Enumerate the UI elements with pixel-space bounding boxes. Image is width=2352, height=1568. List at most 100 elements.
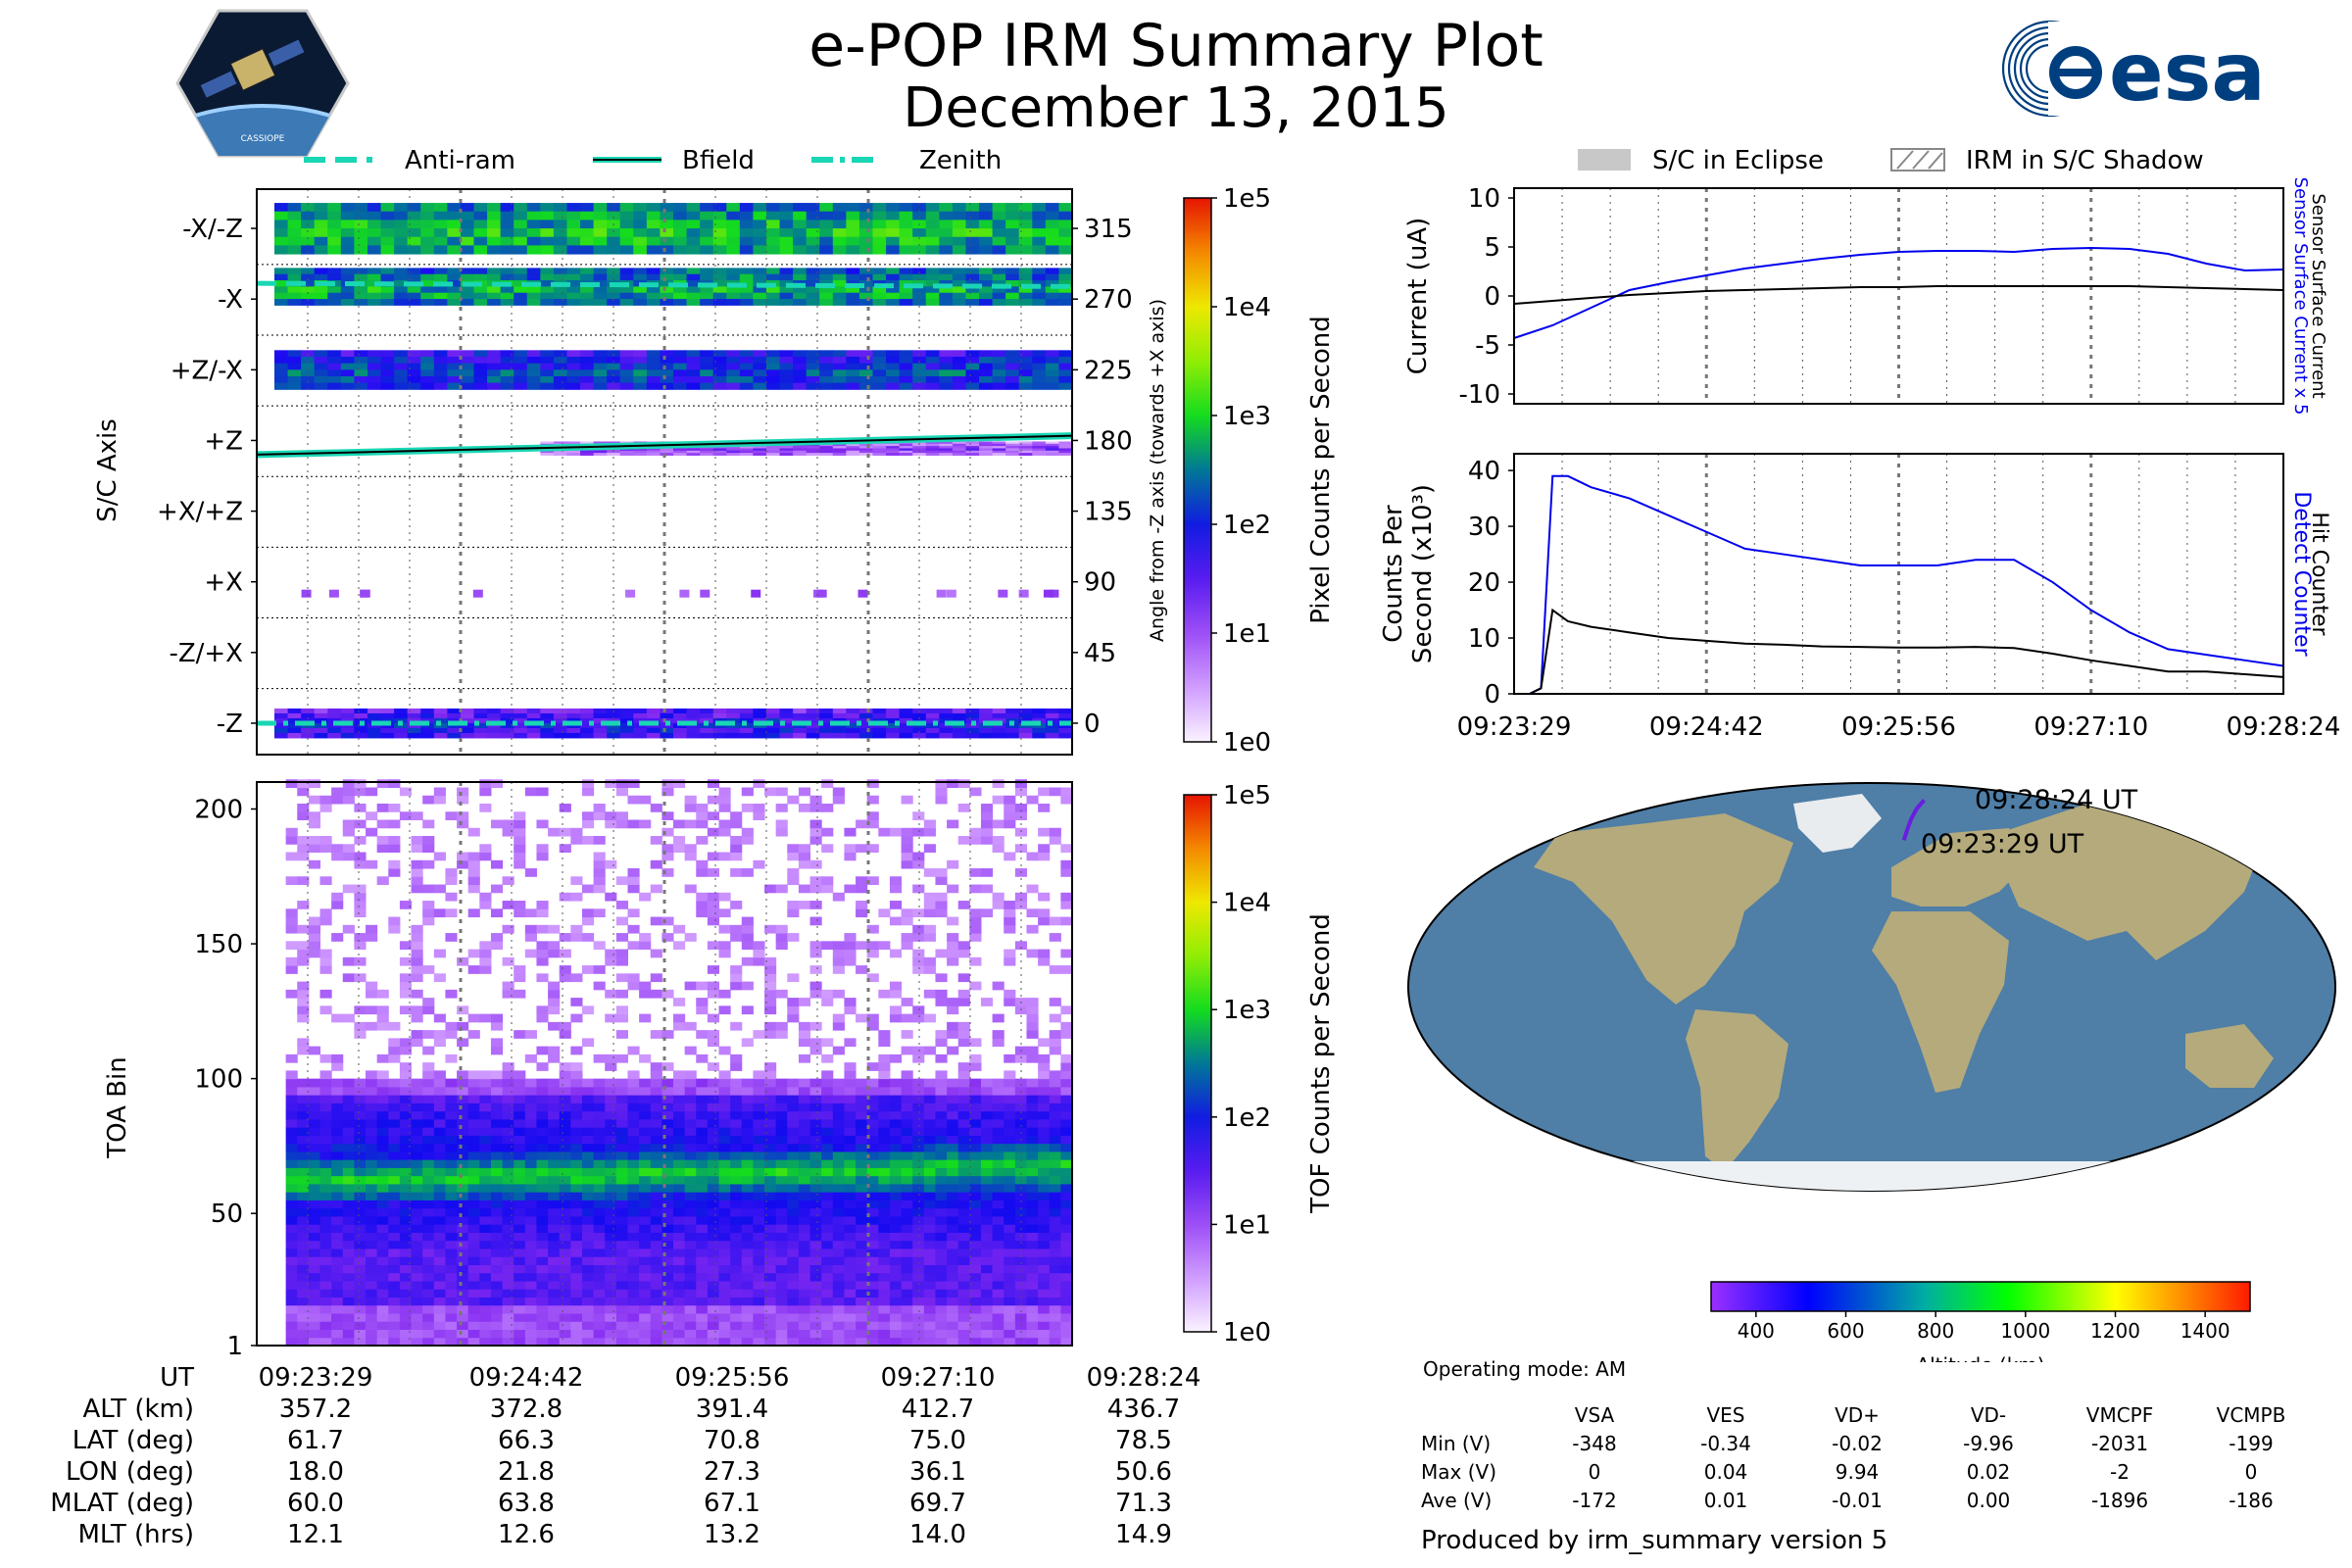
pixel-cell	[380, 732, 395, 739]
tof-cell	[502, 1224, 514, 1233]
tof-cell	[696, 1329, 709, 1339]
tof-cell	[787, 1086, 800, 1096]
tof-cell	[856, 1264, 868, 1274]
pixel-cell	[886, 717, 901, 724]
pixel-cell	[433, 382, 448, 390]
tof-cell	[308, 1215, 321, 1225]
tof-cell	[331, 1240, 344, 1250]
tof-cell	[878, 1337, 891, 1347]
tof-cell	[548, 1054, 561, 1063]
tof-cell	[764, 1280, 777, 1290]
tof-cell	[376, 1135, 389, 1145]
tof-cell	[947, 819, 959, 829]
left-legend: Anti-ram Bfield Zenith	[304, 146, 1002, 175]
pixel-cell	[899, 446, 913, 449]
tof-cell	[730, 1095, 743, 1103]
tof-cell	[593, 1167, 606, 1177]
tof-cell	[787, 1078, 800, 1088]
tof-cell	[319, 1256, 332, 1265]
tof-cell	[297, 1240, 310, 1250]
pixel-cell	[1005, 273, 1020, 281]
tof-cell	[992, 1207, 1004, 1217]
tof-cell	[399, 1207, 413, 1217]
tof-cell	[650, 1329, 662, 1339]
pixel-cell	[1058, 286, 1073, 294]
tof-cell	[775, 941, 788, 951]
tof-cell	[581, 1312, 595, 1322]
tof-cell	[787, 1135, 800, 1145]
tof-cell	[718, 1321, 731, 1330]
tof-cell	[809, 1337, 822, 1347]
tof-cell	[445, 989, 458, 999]
pixel-cell	[858, 268, 873, 275]
tof-cell	[399, 1280, 413, 1290]
tof-cell	[422, 1304, 435, 1314]
tof-cell	[753, 1078, 765, 1088]
pixel-cell	[447, 712, 462, 719]
tof-cell	[615, 1304, 628, 1314]
tof-cell	[411, 1224, 423, 1233]
tof-cell	[923, 1013, 936, 1023]
tof-cell	[662, 1175, 674, 1185]
tof-cell	[1026, 1095, 1039, 1103]
tof-cell	[285, 1143, 298, 1152]
pixel-cell	[939, 245, 954, 255]
tof-cell	[479, 1207, 492, 1217]
pixel-cell	[992, 268, 1006, 275]
tof-cell	[570, 1127, 583, 1136]
tof-cell	[457, 1248, 469, 1257]
tof-cell	[342, 1102, 355, 1112]
tof-cell	[331, 1200, 344, 1209]
pixel-cell	[1005, 448, 1020, 452]
pixel-cell	[514, 382, 528, 390]
pixel-colorbar-tick-label: 1e4	[1223, 293, 1271, 322]
pixel-cell	[301, 350, 316, 358]
angle-tick-label: 0	[1084, 710, 1101, 739]
tof-cell	[342, 1086, 355, 1096]
tof-cell	[798, 1021, 811, 1031]
tof-cell	[570, 1078, 583, 1088]
tof-cell	[366, 1021, 378, 1031]
tof-cell	[809, 1038, 822, 1048]
tof-cell	[467, 1118, 480, 1128]
pixel-cell	[340, 369, 355, 377]
tof-cell	[308, 1159, 321, 1168]
tof-cell	[844, 1143, 857, 1152]
pixel-cell	[686, 722, 701, 729]
pixel-cell	[753, 722, 767, 729]
tof-cell	[1014, 1192, 1027, 1200]
tof-cell	[297, 1102, 310, 1112]
tof-cell	[718, 819, 731, 829]
tof-cell	[399, 1005, 413, 1015]
tof-cell	[559, 1135, 571, 1145]
tof-cell	[798, 787, 811, 797]
tof-cell	[1038, 1304, 1051, 1314]
pixel-cell	[712, 356, 727, 365]
tof-cell	[992, 1272, 1004, 1282]
pixel-cell	[394, 712, 409, 719]
pixel-cell	[619, 369, 634, 377]
pixel-cell	[1045, 727, 1059, 734]
pixel-cell	[939, 228, 954, 238]
tof-cell	[798, 1078, 811, 1088]
tof-cell	[366, 1215, 378, 1225]
tof-cell	[605, 1256, 617, 1265]
pixel-cell	[380, 350, 395, 358]
tof-cell	[627, 941, 640, 951]
tof-cell	[399, 1110, 413, 1120]
pixel-cell	[992, 350, 1006, 358]
tof-cell	[912, 1118, 925, 1128]
tof-cell	[662, 1207, 674, 1217]
pixel-cell	[526, 712, 541, 719]
pixel-cell	[327, 708, 342, 714]
tof-cell	[992, 1256, 1004, 1265]
tof-cell	[411, 1321, 423, 1330]
tof-cell	[866, 1272, 879, 1282]
tof-cell	[319, 1192, 332, 1200]
pixel-cell	[965, 268, 980, 275]
tof-cell	[741, 1232, 754, 1242]
pixel-cell	[886, 245, 901, 255]
tof-cell	[559, 1175, 571, 1185]
tof-cell	[912, 1312, 925, 1322]
tof-cell	[741, 1127, 754, 1136]
